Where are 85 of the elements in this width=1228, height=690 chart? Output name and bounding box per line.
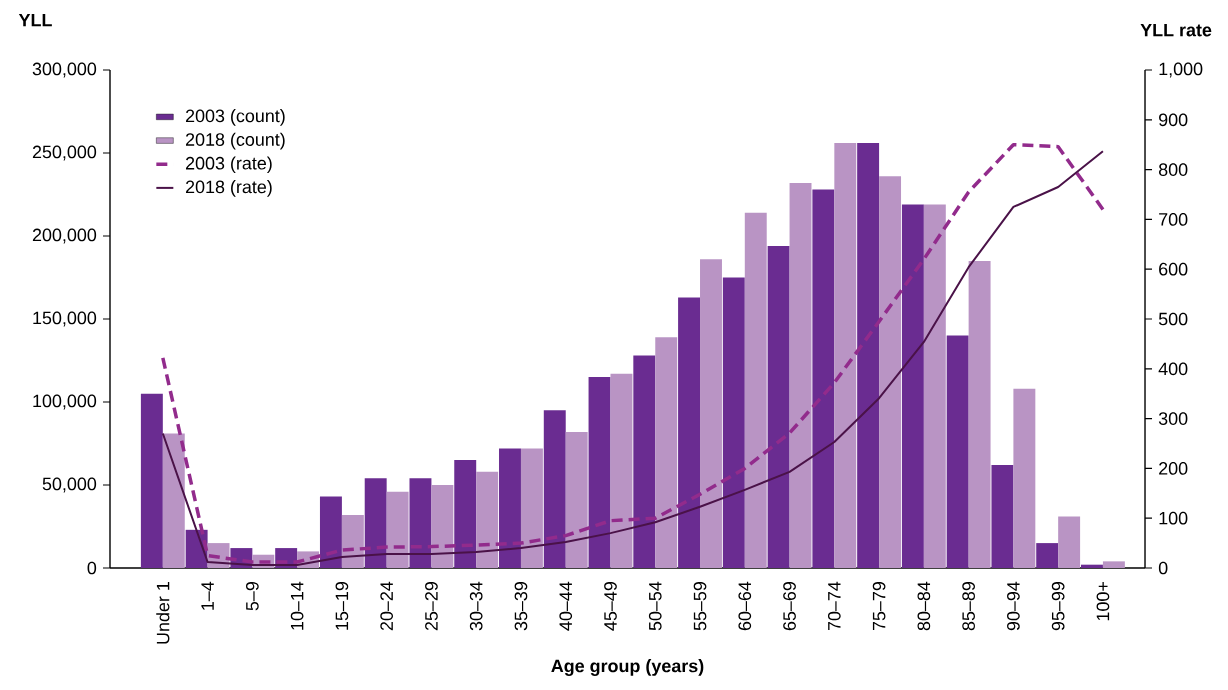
bar [1036, 543, 1059, 568]
x-tick-label: 90–94 [1007, 581, 1020, 631]
y2-tick-label: 700 [1159, 213, 1188, 226]
y-tick-label: 250,000 [32, 145, 97, 161]
x-tick-label: 30–34 [469, 581, 483, 631]
bar [386, 491, 409, 568]
x-tick-label: 75–79 [872, 582, 886, 631]
legend-label: 2018 (rate) [186, 180, 272, 197]
y-tick-label: 50,000 [42, 477, 97, 493]
bar [588, 377, 611, 568]
y-tick-label: 200,000 [32, 228, 97, 244]
x-tick-label: 15–19 [335, 582, 349, 630]
x-tick-label: 40–44 [559, 581, 573, 631]
x-tick-label: 10–14 [290, 581, 304, 630]
bar [678, 297, 701, 568]
bar [1013, 388, 1036, 568]
x-tick-label: Under 1 [156, 582, 170, 644]
bar [341, 514, 364, 568]
bar [431, 485, 454, 568]
legend-label: 2003 (count) [186, 109, 285, 126]
legend-label: 2003 (rate) [186, 156, 272, 174]
bar [319, 496, 342, 568]
bar [655, 337, 678, 568]
x-tick-label: 65–69 [783, 582, 796, 631]
bar [454, 460, 477, 568]
bar [364, 478, 387, 568]
bar [744, 212, 767, 568]
y-tick-label: 300,000 [32, 62, 97, 78]
bar [1080, 564, 1103, 568]
bar [923, 204, 946, 568]
bar [633, 355, 656, 568]
y-tick-label: 150,000 [33, 311, 97, 327]
y2-tick-label: 300 [1158, 412, 1188, 425]
bar [1058, 516, 1081, 568]
bar [543, 410, 566, 568]
bar [834, 143, 857, 568]
bar [565, 431, 588, 568]
bar [700, 259, 722, 568]
y2-tick-label: 800 [1158, 163, 1188, 176]
x-tick-label: 60–64 [738, 581, 752, 631]
bar [991, 465, 1014, 568]
y-tick-label: 100,000 [33, 394, 97, 410]
bar [476, 471, 499, 568]
x-tick-label: 80–84 [917, 581, 931, 631]
x-tick-label: 95–99 [1051, 582, 1065, 631]
x-tick-label: 70–74 [827, 581, 841, 631]
x-tick-label: 85–89 [962, 582, 975, 631]
bar [499, 448, 521, 568]
x-tick-label: 50–54 [648, 581, 662, 631]
y2-tick-label: 600 [1159, 262, 1188, 276]
x-tick-label: 45–49 [604, 582, 617, 631]
y2-tick-label: 400 [1158, 362, 1188, 376]
x-axis-title: Age group (years) [551, 659, 704, 676]
bar [610, 373, 633, 568]
bar [789, 182, 812, 568]
bar [812, 189, 835, 568]
x-tick-label: 55–59 [693, 582, 707, 631]
x-tick-label: 1–4 [201, 581, 214, 610]
bar [857, 143, 880, 568]
y-tick-label: 0 [87, 561, 97, 575]
x-tick-label: 5–9 [246, 582, 259, 611]
y2-tick-label: 900 [1159, 113, 1188, 127]
y-axis-title: YLL [18, 14, 52, 27]
y2-axis-title: YLL rate [1140, 23, 1212, 37]
y2-tick-label: 100 [1159, 511, 1188, 525]
bar [409, 478, 432, 568]
bar [140, 393, 163, 568]
y2-tick-label: 0 [1158, 561, 1168, 575]
y2-tick-label: 200 [1159, 462, 1188, 475]
y2-tick-label: 500 [1158, 312, 1188, 326]
x-tick-label: 100+ [1096, 582, 1110, 621]
x-tick-label: 35–39 [514, 582, 528, 631]
legend-label: 2018 (count) [186, 132, 285, 150]
y2-tick-label: 1,000 [1159, 62, 1203, 78]
bar [162, 433, 185, 568]
bar [520, 448, 543, 568]
bar [879, 176, 902, 568]
bar [901, 204, 924, 568]
bar [722, 277, 745, 568]
x-tick-label: 25–29 [425, 582, 438, 631]
bar [1102, 561, 1125, 568]
bar [946, 335, 969, 568]
bar [968, 260, 991, 568]
x-tick-label: 20–24 [380, 581, 393, 631]
bar [767, 245, 790, 568]
